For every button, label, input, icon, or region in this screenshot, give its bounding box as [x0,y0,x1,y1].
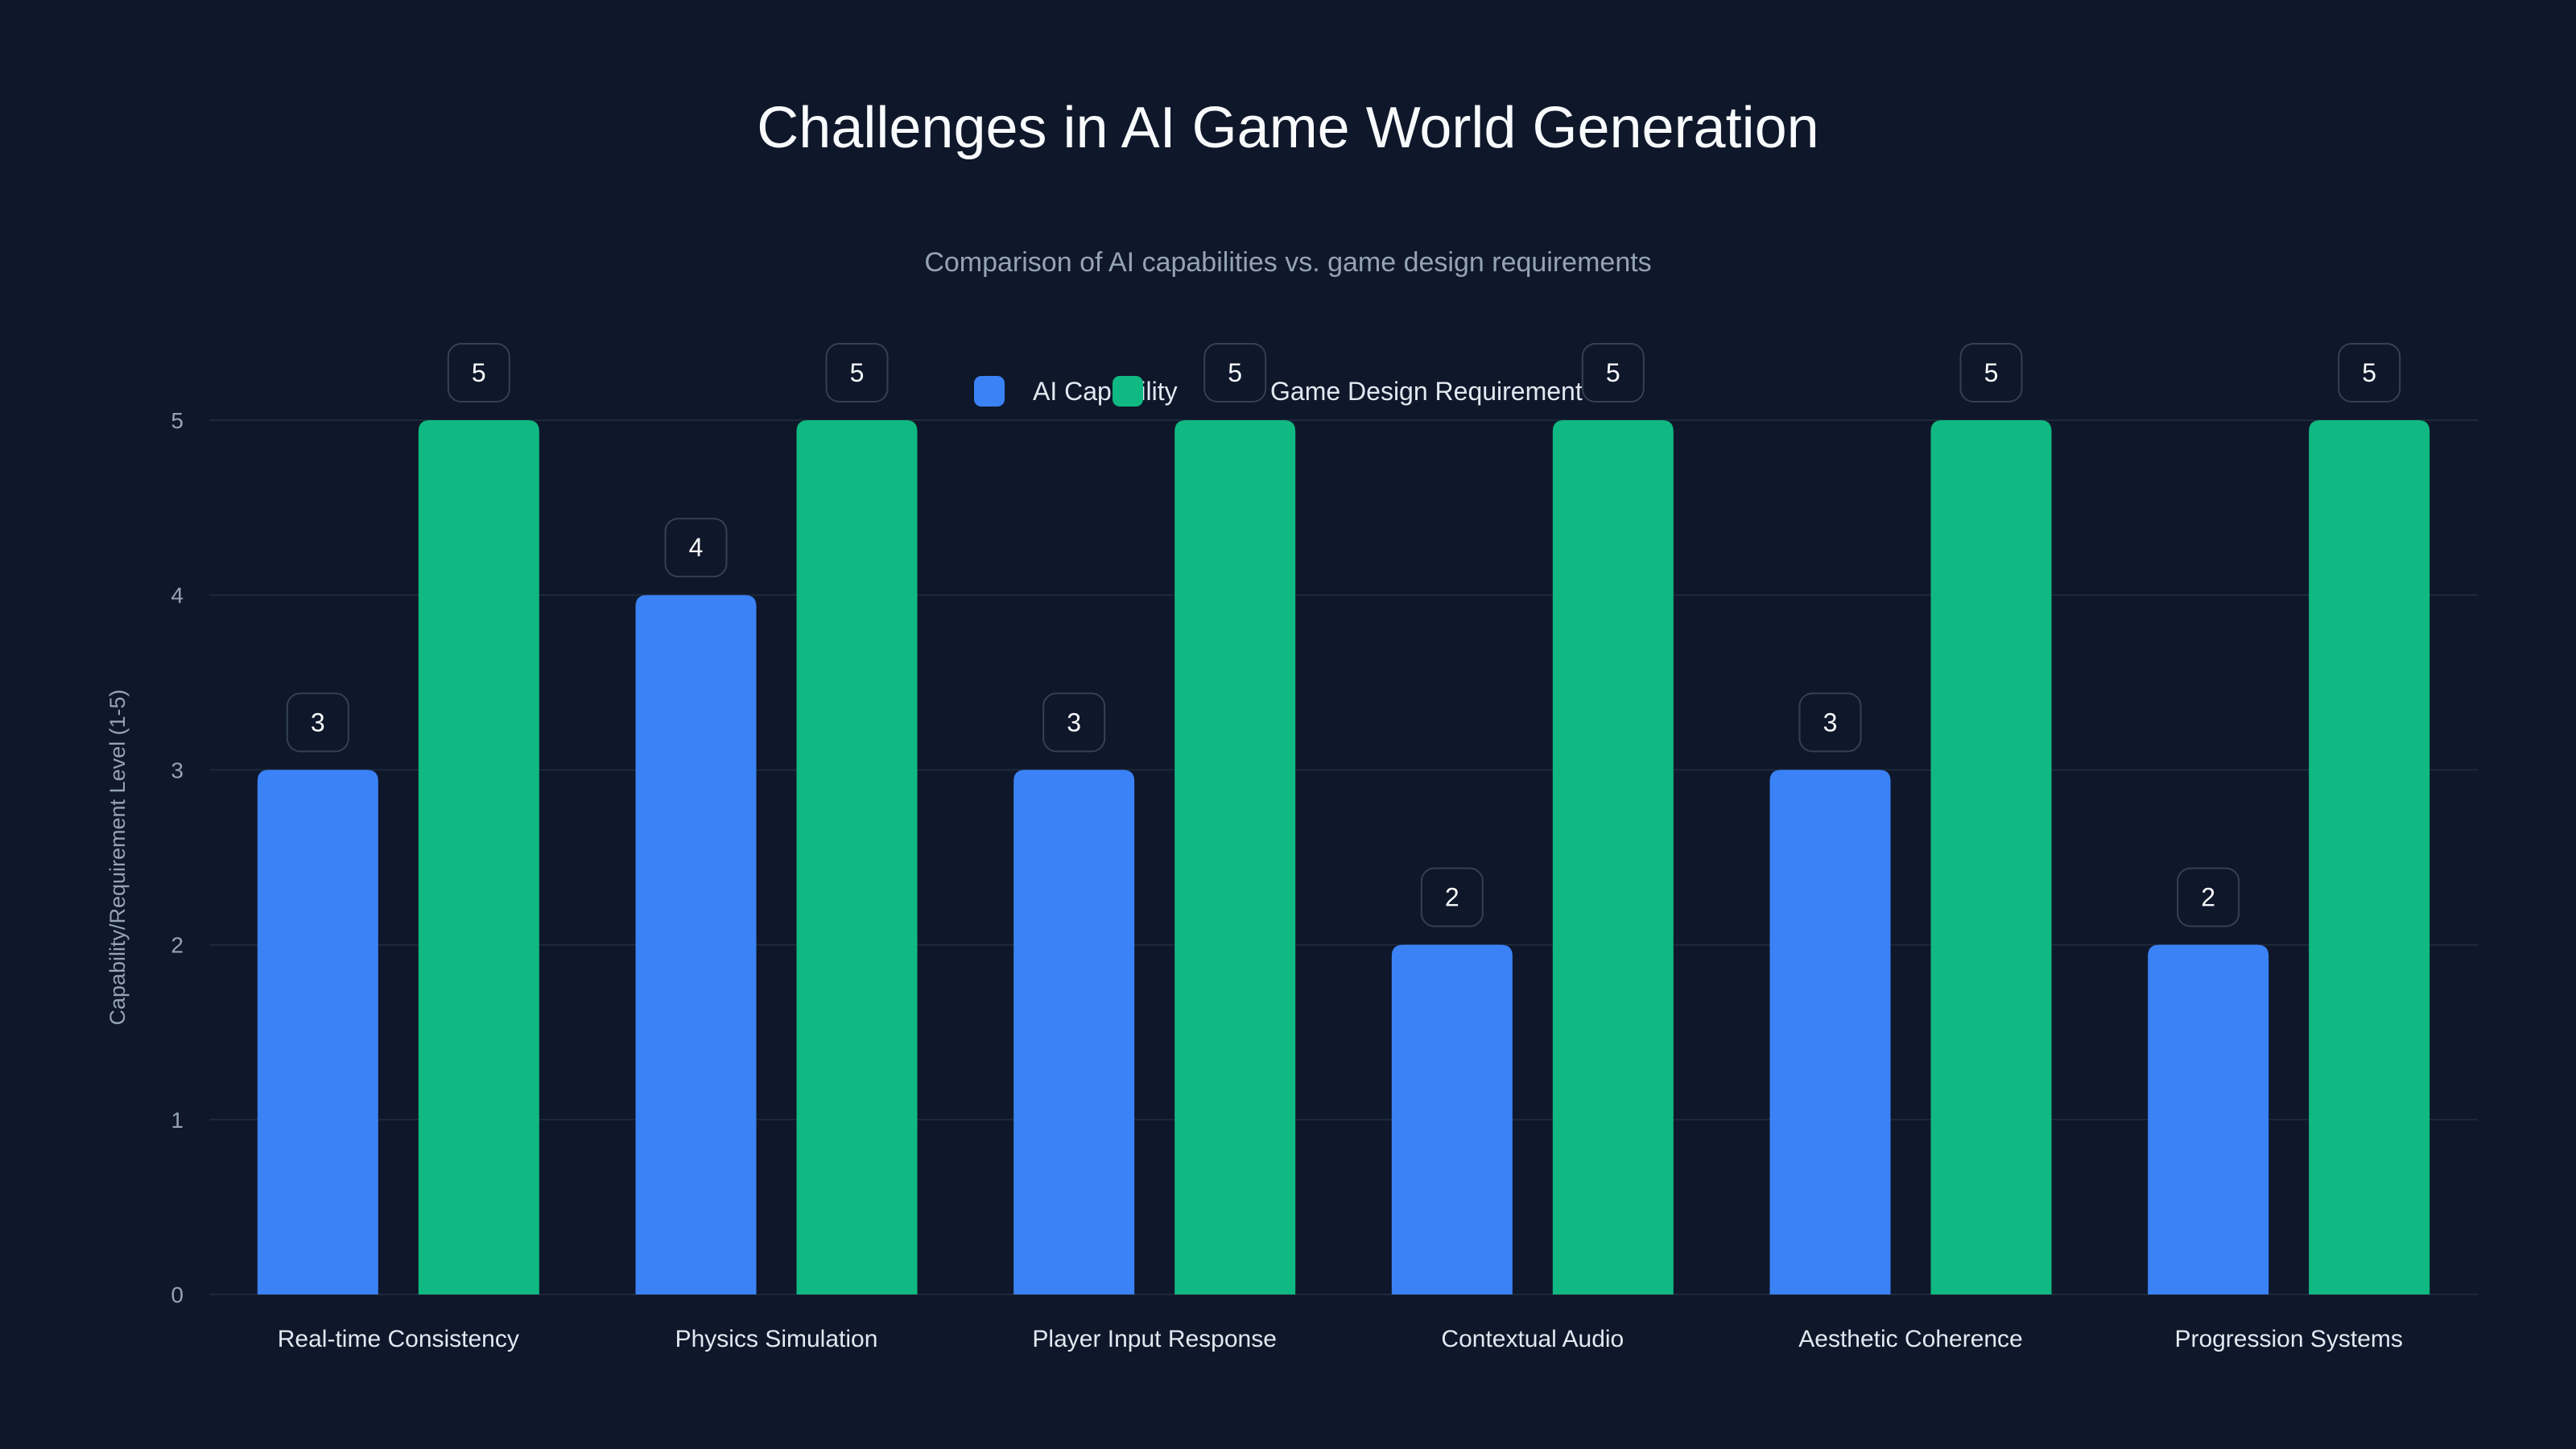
legend-label-game-design-requirement: Game Design Requirement [1270,377,1583,406]
bar-ai-capability [635,595,757,1294]
data-labels: 3 5 4 5 3 5 2 5 3 5 2 5 [286,343,2401,927]
data-label: 2 [2201,883,2215,912]
data-label: 5 [472,358,486,387]
bar-requirement [796,420,918,1294]
y-axis-ticks: 0 1 2 3 4 5 [171,408,184,1307]
data-label-box [1798,692,1862,753]
x-axis-categories: Real-time Consistency Physics Simulation P… [278,1326,2403,1352]
bar-requirement [418,420,539,1294]
y-axis-label: Capability/Requirement Level (1-5) [105,689,130,1025]
bar-requirement [1174,420,1296,1294]
y-tick-label: 4 [171,583,184,608]
bar-requirement [1552,420,1674,1294]
data-label-box [286,692,349,753]
legend-swatch-ai-capability [974,376,1005,407]
data-label-box [2338,343,2401,402]
data-label-box [1959,343,2023,402]
category-label: Aesthetic Coherence [1798,1326,2023,1352]
data-label-box [2177,867,2240,927]
chart-subtitle: Comparison of AI capabilities vs. game d… [924,247,1652,278]
data-label-box [447,343,510,402]
category-label: Real-time Consistency [278,1326,519,1352]
data-label: 2 [1445,883,1459,912]
gridlines [209,419,2478,1295]
data-label: 5 [850,358,865,387]
data-label: 5 [2362,358,2376,387]
data-label-box [664,518,728,578]
data-label: 3 [311,708,325,737]
y-tick-label: 5 [171,408,184,433]
category-label: Player Input Response [1032,1326,1277,1352]
legend: AI Capability Game Design Requirement [974,376,1583,407]
data-label: 3 [1067,708,1081,737]
data-label: 5 [1606,358,1620,387]
bar-ai-capability [257,770,378,1294]
data-label-box [1581,343,1645,402]
bar-ai-capability [1769,770,1891,1294]
category-label: Progression Systems [2174,1326,2402,1352]
y-tick-label: 0 [171,1282,184,1307]
category-label: Physics Simulation [675,1326,878,1352]
bar-ai-capability [2148,944,2269,1294]
data-label-box [1042,692,1106,753]
chart-title: Challenges in AI Game World Generation [757,96,1819,160]
data-label: 3 [1823,708,1838,737]
data-label: 4 [689,533,704,562]
bars [257,420,2430,1294]
legend-label-ai-capability: AI Capability [1033,377,1178,406]
legend-swatch-game-design-requirement [1113,376,1143,407]
y-tick-label: 1 [171,1108,184,1133]
data-label-box [1203,343,1267,402]
data-label: 5 [1228,358,1242,387]
bar-ai-capability [1013,770,1135,1294]
data-label: 5 [1984,358,1999,387]
data-label-box [825,343,889,402]
bar-ai-capability [1391,944,1513,1294]
y-tick-label: 2 [171,933,184,958]
data-label-box [1420,867,1484,927]
bar-requirement [1930,420,2052,1294]
y-tick-label: 3 [171,758,184,782]
bar-requirement [2309,420,2430,1294]
category-label: Contextual Audio [1441,1326,1624,1352]
